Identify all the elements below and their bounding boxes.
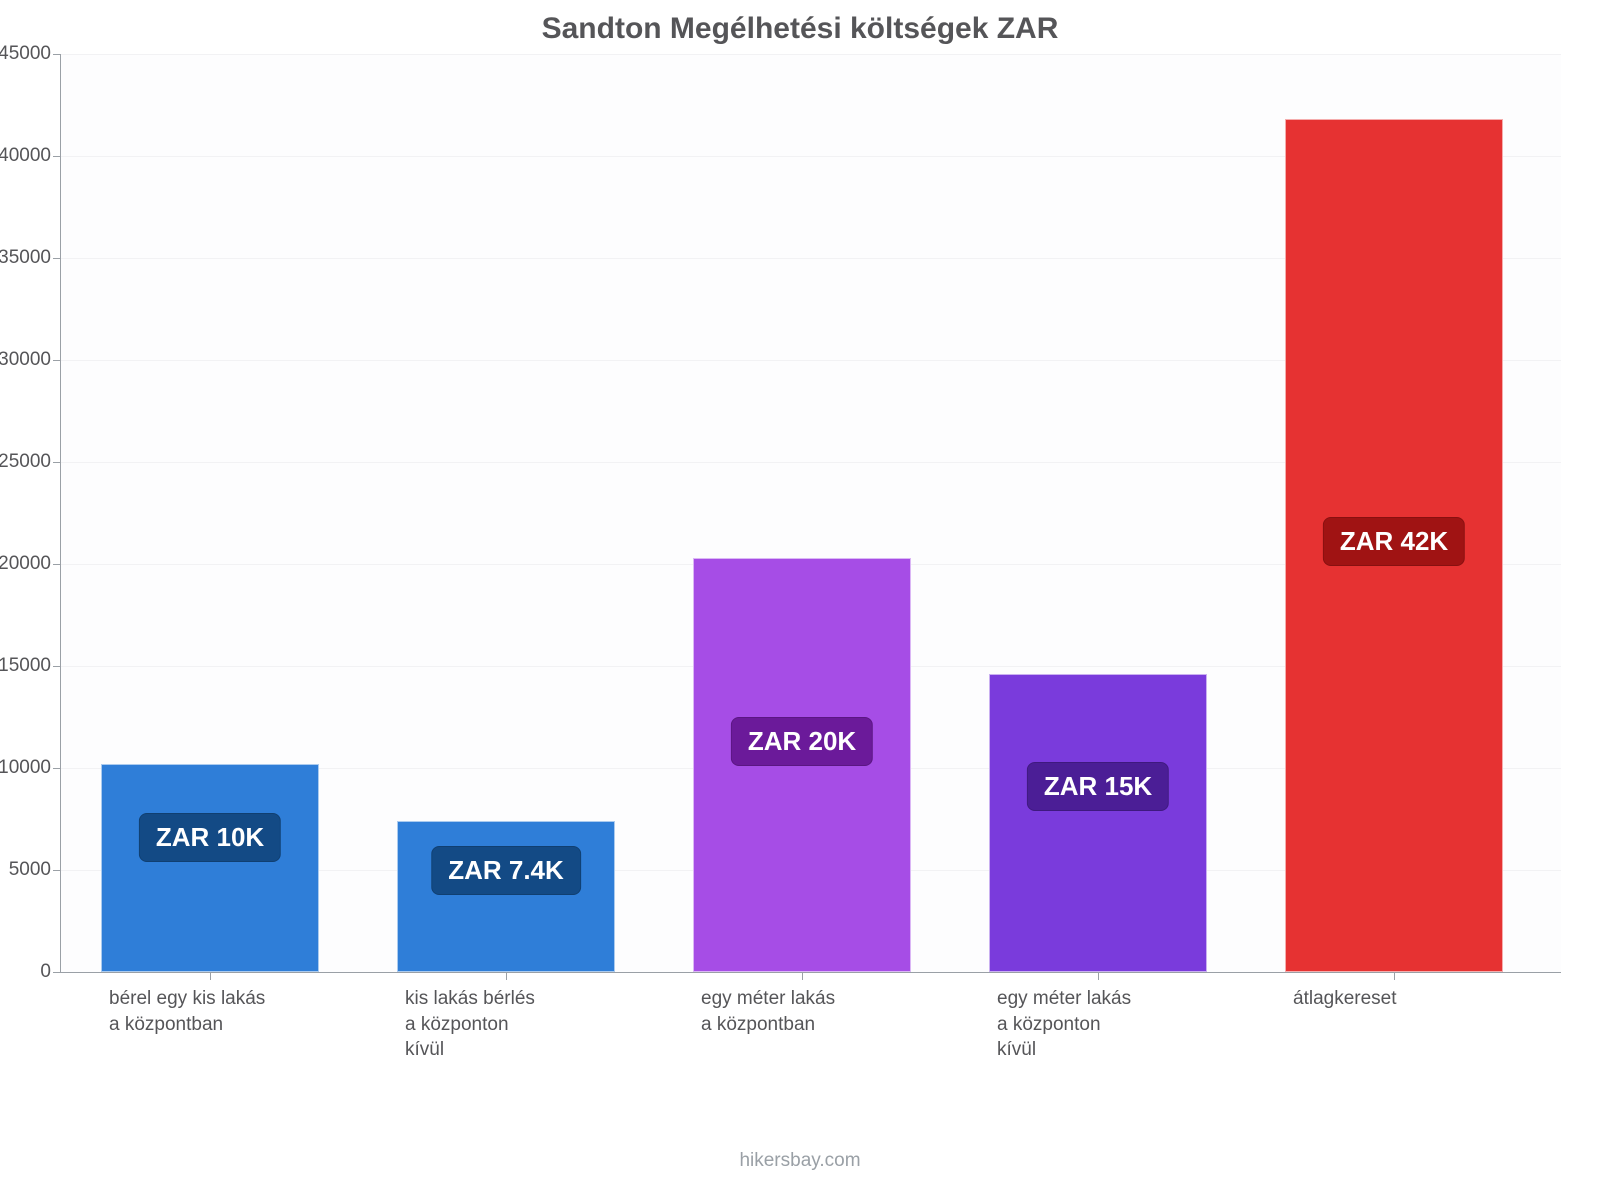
- bar-value-badge: ZAR 10K: [139, 813, 281, 862]
- y-tick-label: 15000: [0, 655, 61, 677]
- y-tick-label: 20000: [0, 553, 61, 575]
- x-tick-label: átlagkereset: [1293, 972, 1397, 1012]
- chart-title: Sandton Megélhetési költségek ZAR: [0, 12, 1600, 46]
- x-tick-label: egy méter lakása központban: [701, 972, 835, 1037]
- x-tick-label: kis lakás bérlésa központonkívül: [405, 972, 535, 1063]
- y-tick-label: 30000: [0, 349, 61, 371]
- y-tick-label: 35000: [0, 247, 61, 269]
- y-tick-label: 10000: [0, 757, 61, 779]
- y-tick-label: 0: [40, 961, 61, 983]
- chart-container: Sandton Megélhetési költségek ZAR 050001…: [0, 0, 1600, 1200]
- y-tick-label: 5000: [9, 859, 61, 881]
- x-tick-label: egy méter lakása központonkívül: [997, 972, 1131, 1063]
- bar: [989, 674, 1207, 972]
- bar-value-badge: ZAR 7.4K: [431, 846, 581, 895]
- bar-value-badge: ZAR 42K: [1323, 517, 1465, 566]
- attribution-text: hikersbay.com: [0, 1150, 1600, 1172]
- plot-area: 0500010000150002000025000300003500040000…: [60, 54, 1561, 973]
- bar: [101, 764, 319, 972]
- y-tick-label: 25000: [0, 451, 61, 473]
- bar: [397, 821, 615, 972]
- x-tick-label: bérel egy kis lakása központban: [109, 972, 265, 1037]
- bar-value-badge: ZAR 20K: [731, 717, 873, 766]
- gridline: [61, 54, 1561, 55]
- y-tick-label: 45000: [0, 43, 61, 65]
- bar-value-badge: ZAR 15K: [1027, 762, 1169, 811]
- y-tick-label: 40000: [0, 145, 61, 167]
